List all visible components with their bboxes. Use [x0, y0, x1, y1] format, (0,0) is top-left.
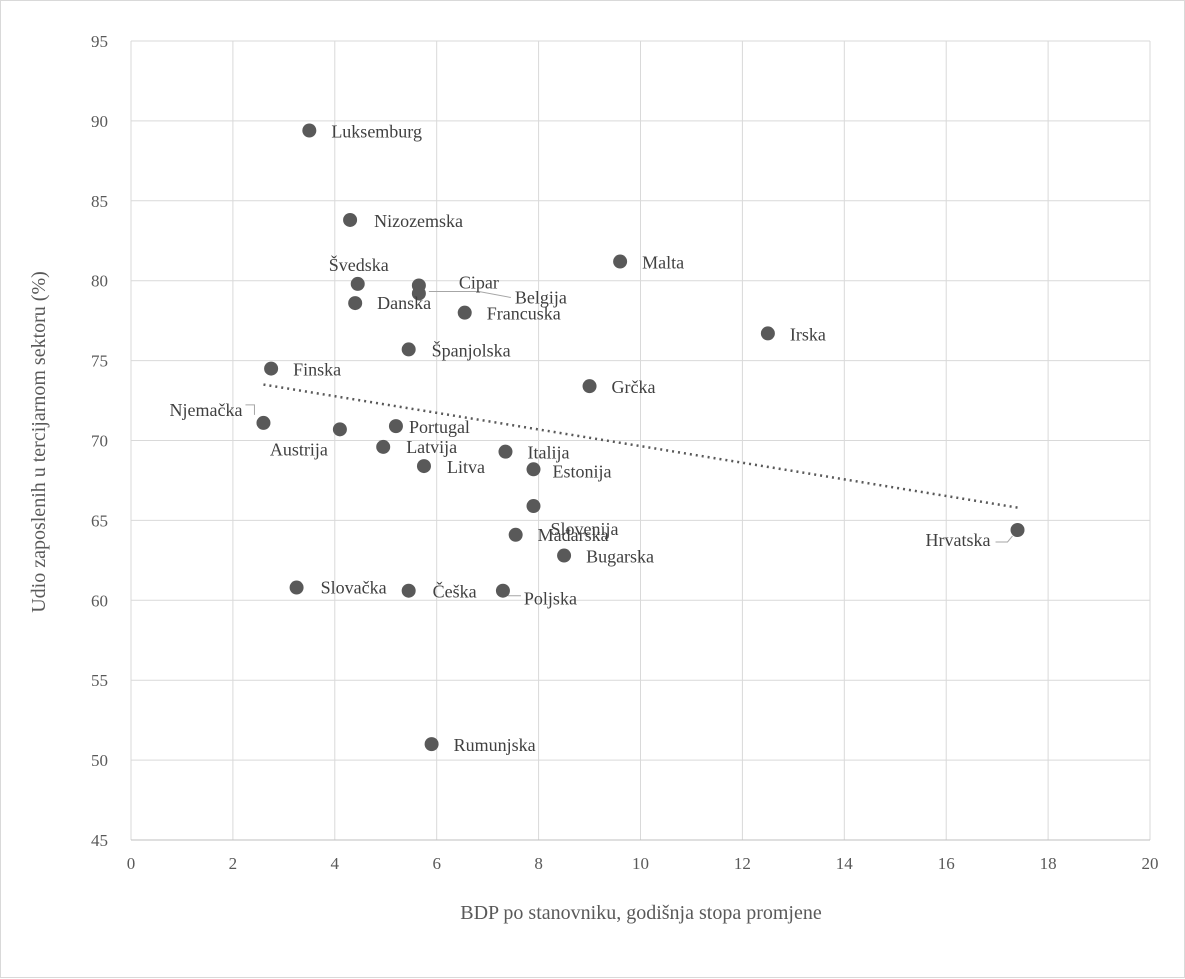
y-tick-label: 75 [91, 352, 108, 371]
y-tick-label: 50 [91, 751, 108, 770]
data-point [332, 422, 347, 437]
y-tick-label: 90 [91, 112, 108, 131]
x-tick-label: 4 [331, 854, 340, 873]
data-point [350, 276, 365, 291]
data-point [416, 459, 431, 474]
tick-labels: 0 2 4 6 8 10 12 14 16 18 20 45 50 55 60 65 70 75 80 85 90 95 [91, 32, 1159, 873]
data-point [760, 326, 775, 341]
data-point [526, 462, 541, 477]
point-label: Francuska [487, 304, 561, 324]
data-point [302, 123, 317, 138]
data-point [401, 342, 416, 357]
trendline-group [263, 383, 1018, 509]
data-point [411, 286, 426, 301]
point-label: Litva [447, 457, 485, 477]
data-point [457, 305, 472, 320]
point-label: Estonija [553, 461, 612, 481]
y-tick-label: 80 [91, 272, 108, 291]
data-point [498, 444, 513, 459]
data-point [1010, 522, 1025, 537]
x-tick-label: 0 [127, 854, 136, 873]
point-label: Češka [433, 581, 477, 602]
point-label: Italija [527, 443, 569, 463]
point-label: Irska [790, 324, 826, 344]
x-tick-label: 10 [632, 854, 649, 873]
point-label: Belgija [515, 287, 567, 307]
x-tick-label: 20 [1142, 854, 1159, 873]
data-point [343, 212, 358, 227]
point-label: Mađarska [538, 525, 609, 545]
data-point [401, 583, 416, 598]
x-tick-label: 14 [836, 854, 854, 873]
point-label: Latvija [406, 437, 457, 457]
point-label: Austrija [270, 439, 328, 459]
y-tick-label: 60 [91, 591, 108, 610]
x-tick-label: 2 [229, 854, 238, 873]
y-axis-title: Udio zaposlenih u tercijarnom sektoru (%… [28, 271, 50, 613]
point-label: Nizozemska [374, 211, 463, 231]
data-point [582, 379, 597, 394]
x-axis-title: BDP po stanovniku, godišnja stopa promje… [460, 902, 822, 924]
point-labels: Luksemburg Nizozemska Malta Švedska Cipar Bel… [170, 121, 991, 755]
point-label: Slovačka [321, 578, 387, 598]
data-point [289, 580, 304, 595]
data-point [376, 439, 391, 454]
data-point [613, 254, 628, 269]
point-label: Njemačka [170, 400, 243, 420]
x-tick-label: 16 [938, 854, 955, 873]
leader-line [995, 535, 1013, 543]
point-label: Portugal [409, 417, 470, 437]
point-label: Hrvatska [926, 530, 991, 550]
trendline [263, 383, 1018, 509]
y-tick-label: 65 [91, 511, 108, 530]
leader-line [428, 290, 511, 298]
point-label: Bugarska [586, 547, 654, 567]
x-tick-label: 18 [1040, 854, 1057, 873]
point-label: Poljska [524, 589, 577, 609]
point-label: Luksemburg [331, 121, 422, 141]
data-point [508, 527, 523, 542]
y-tick-label: 70 [91, 432, 108, 451]
point-label: Grčka [612, 377, 656, 397]
data-point [264, 361, 279, 376]
x-tick-label: 6 [432, 854, 441, 873]
data-point [348, 296, 363, 311]
point-label: Slovenija [551, 519, 619, 539]
data-point [495, 583, 510, 598]
x-tick-label: 8 [534, 854, 543, 873]
data-point [526, 499, 541, 514]
data-point [388, 419, 403, 434]
point-label: Rumunjska [454, 735, 536, 755]
point-label: Španjolska [432, 339, 511, 360]
y-tick-label: 95 [91, 32, 108, 51]
y-tick-label: 55 [91, 671, 108, 690]
data-point [256, 415, 271, 430]
data-points [256, 123, 1025, 752]
point-label: Malta [642, 253, 684, 273]
y-tick-label: 45 [91, 831, 108, 850]
leader-line [245, 404, 255, 415]
x-tick-label: 12 [734, 854, 751, 873]
point-label: Finska [293, 360, 341, 380]
data-point [424, 737, 439, 752]
data-point [557, 548, 572, 563]
y-tick-label: 85 [91, 192, 108, 211]
point-label: Danska [377, 293, 431, 313]
point-label: Cipar [459, 272, 499, 292]
point-label: Švedska [329, 254, 389, 275]
